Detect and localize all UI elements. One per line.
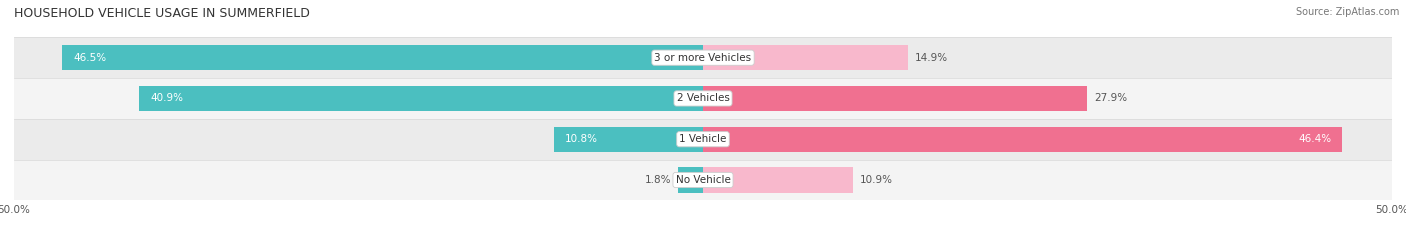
Bar (703, 86, 1087, 111)
Text: 46.5%: 46.5% (73, 53, 107, 63)
Text: 10.9%: 10.9% (860, 175, 893, 185)
Bar (14, 37, 1392, 78)
Bar (14, 160, 1392, 200)
Text: Source: ZipAtlas.com: Source: ZipAtlas.com (1295, 7, 1399, 17)
Bar (703, 127, 1343, 152)
Text: 40.9%: 40.9% (150, 93, 183, 103)
Text: No Vehicle: No Vehicle (675, 175, 731, 185)
Text: 1.8%: 1.8% (645, 175, 671, 185)
Text: 2 Vehicles: 2 Vehicles (676, 93, 730, 103)
Bar (678, 167, 703, 193)
Text: 46.4%: 46.4% (1298, 134, 1331, 144)
Bar (62, 45, 703, 70)
Bar (703, 167, 853, 193)
Text: 3 or more Vehicles: 3 or more Vehicles (654, 53, 752, 63)
Text: 10.8%: 10.8% (565, 134, 598, 144)
Bar (139, 86, 703, 111)
Bar (14, 78, 1392, 119)
Bar (703, 45, 908, 70)
Bar (14, 119, 1392, 160)
Text: 1 Vehicle: 1 Vehicle (679, 134, 727, 144)
Text: 27.9%: 27.9% (1094, 93, 1128, 103)
Bar (554, 127, 703, 152)
Text: HOUSEHOLD VEHICLE USAGE IN SUMMERFIELD: HOUSEHOLD VEHICLE USAGE IN SUMMERFIELD (14, 7, 309, 20)
Text: 14.9%: 14.9% (915, 53, 948, 63)
